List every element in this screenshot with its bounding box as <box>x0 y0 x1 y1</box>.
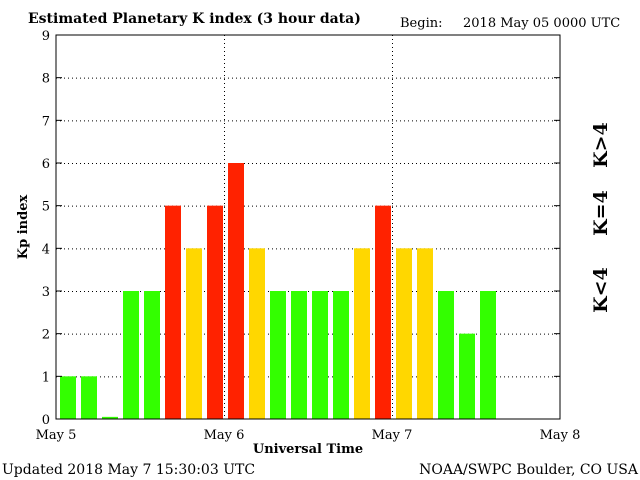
kp-bar <box>417 248 433 419</box>
source-credit: NOAA/SWPC Boulder, CO USA <box>419 462 639 478</box>
y-tick-label: 7 <box>42 114 50 129</box>
begin-value: 2018 May 05 0000 UTC <box>463 16 620 31</box>
kp-bar <box>165 205 181 419</box>
y-tick-label: 4 <box>42 242 50 257</box>
kp-bar <box>438 291 454 419</box>
x-tick-label: May 7 <box>372 428 413 443</box>
y-tick-label: 6 <box>42 157 50 172</box>
kp-bar <box>396 248 412 419</box>
kp-bar <box>270 291 286 419</box>
kp-bar <box>333 291 349 419</box>
x-axis-ticks: May 5 May 6 May 7 May 8 <box>36 428 581 443</box>
legend-low: K<4 <box>590 267 612 313</box>
x-tick-label: May 5 <box>36 428 77 443</box>
kp-bar <box>60 376 76 419</box>
plot-frame <box>55 34 561 420</box>
kp-bar <box>186 248 202 419</box>
kp-bar <box>144 291 160 419</box>
y-axis-label: Kp index <box>16 195 31 260</box>
x-tick-label: May 6 <box>204 428 245 443</box>
kp-bar <box>459 333 475 419</box>
kp-bar <box>375 205 391 419</box>
legend-mid: K=4 <box>590 190 612 236</box>
kp-bar <box>228 163 244 419</box>
legend-high: K>4 <box>590 122 612 168</box>
x-axis-label: Universal Time <box>253 442 363 457</box>
y-tick-label: 5 <box>42 200 50 215</box>
kp-bar <box>291 291 307 419</box>
y-tick-label: 1 <box>42 370 50 385</box>
kp-bar <box>312 291 328 419</box>
kp-bar <box>207 205 223 419</box>
kp-bar <box>480 291 496 419</box>
y-tick-label: 8 <box>42 72 50 87</box>
y-tick-label: 9 <box>42 29 50 44</box>
updated-timestamp: Updated 2018 May 7 15:30:03 UTC <box>2 462 255 478</box>
y-tick-label: 2 <box>42 328 50 343</box>
kp-bar <box>102 416 118 419</box>
bars <box>60 163 496 419</box>
kp-bar <box>81 376 97 419</box>
x-tick-label: May 8 <box>540 428 581 443</box>
begin-label: Begin: <box>400 16 442 31</box>
y-tick-label: 3 <box>42 285 50 300</box>
kp-bar <box>123 291 139 419</box>
y-tick-label: 0 <box>42 413 50 428</box>
y-axis-ticks: 0 1 2 3 4 5 6 7 8 9 <box>42 29 560 428</box>
kp-bar <box>354 248 370 419</box>
kp-bar <box>249 248 265 419</box>
chart-title: Estimated Planetary K index (3 hour data… <box>28 11 361 27</box>
grid-lines <box>56 35 560 419</box>
